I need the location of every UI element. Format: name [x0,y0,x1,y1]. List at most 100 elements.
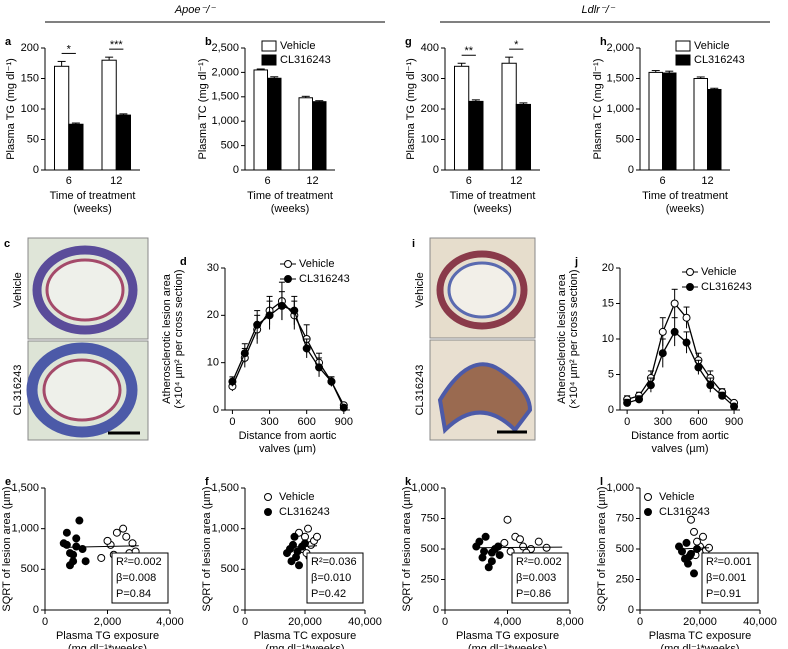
legend-swatch [675,54,691,66]
bar [54,65,70,171]
y-tick-label: 500 [221,140,239,152]
y-axis-label: Plasma TG (mg dl⁻¹) [5,58,17,160]
marker [128,539,137,548]
x-tick-label: 40,000 [743,616,777,628]
marker [693,537,701,546]
legend-label: Vehicle [279,491,314,503]
bar [662,72,677,171]
genotype-header: Apoe⁻/⁻ [174,4,217,16]
legend-marker [686,268,694,276]
x-axis-label: (mg dl⁻¹*weeks) [265,643,344,649]
x-tick-label: 6 [659,175,665,187]
panel-letter: h [600,36,607,48]
marker [478,553,487,562]
y-tick-label: 500 [616,543,634,555]
marker [62,540,71,549]
stats-text: R²=0.002 [116,556,162,568]
marker [265,311,274,320]
series-line [231,300,345,406]
bar [101,59,117,171]
legend-label: CL316243 [701,281,752,293]
x-tick-label: 0 [442,616,448,628]
legend-label: CL316243 [299,273,350,285]
y-tick-label: 0 [433,604,439,616]
x-axis-label: Time of treatment [247,190,333,202]
y-tick-label: 500 [221,563,239,575]
y-tick-label: 250 [421,573,439,585]
marker [682,313,691,322]
y-tick-label: 1,000 [606,482,634,494]
marker [658,349,667,358]
marker [685,552,694,561]
x-tick-label: 12 [306,175,318,187]
series-line [231,305,345,408]
panel-letter: k [405,476,412,488]
marker [119,524,128,533]
legend-label: Vehicle [694,40,729,52]
legend-label: Vehicle [659,491,694,503]
panel-letter: a [5,36,12,48]
y-tick-label: 1,000 [11,523,39,535]
significance-label: ** [464,45,473,57]
y-tick-label: 0 [33,164,39,176]
marker [302,344,311,353]
stats-text: β=0.008 [116,572,156,584]
marker [684,559,692,568]
x-axis-label: (mg dl⁻¹*weeks) [68,643,147,649]
marker [658,327,667,336]
significance-label: *** [110,39,124,51]
marker [699,532,707,541]
x-tick-label: 0 [229,416,235,428]
legend-marker [686,283,694,291]
y-axis-label: SQRT of lesion area (µm) [401,486,413,611]
bar [68,123,84,171]
legend-swatch [261,40,277,52]
image-label: CL316243 [414,365,426,416]
x-tick-label: 2,000 [94,616,122,628]
stats-text: β=0.010 [311,572,351,584]
y-tick-label: 10 [602,333,614,345]
marker [646,381,655,390]
marker [72,534,81,543]
legend-label: Vehicle [299,258,334,270]
y-tick-label: 500 [21,563,39,575]
y-tick-label: 0 [608,404,614,416]
fit-line [678,547,710,550]
panel-letter: b [205,36,212,48]
significance-label: * [67,43,72,55]
marker [694,363,703,372]
y-axis-label: SQRT of lesion area (µm) [1,486,13,611]
x-tick-label: 40,000 [348,616,382,628]
marker [293,547,302,556]
y-tick-label: 2,000 [606,42,634,54]
y-axis-label: Plasma TC (mg dl⁻¹) [197,59,209,160]
y-tick-label: 20 [207,309,219,321]
x-tick-label: 6 [66,175,72,187]
marker [500,538,509,547]
y-tick-label: 500 [421,543,439,555]
x-tick-label: 6 [264,175,270,187]
x-axis-label: Time of treatment [50,190,136,202]
y-tick-label: 0 [233,164,239,176]
legend-marker [284,275,292,283]
x-tick-label: 900 [725,416,743,428]
marker [623,398,632,407]
panel-letter: i [412,238,415,250]
y-tick-label: 0 [233,604,239,616]
bar [312,101,327,171]
x-tick-label: 6 [466,175,472,187]
marker [516,535,524,544]
y-tick-label: 1,500 [11,482,39,494]
x-axis-label: valves (µm) [259,443,316,455]
marker [718,391,727,400]
x-axis-label: Plasma TC exposure [254,630,357,642]
histology-image [429,237,536,441]
x-tick-label: 4,000 [494,616,522,628]
stats-text: R²=0.001 [706,556,752,568]
y-tick-label: 0 [628,604,634,616]
x-axis-label: Plasma TG exposure [456,630,559,642]
legend-label: Vehicle [280,40,315,52]
stats-box [306,552,364,604]
x-tick-label: 12 [110,175,122,187]
